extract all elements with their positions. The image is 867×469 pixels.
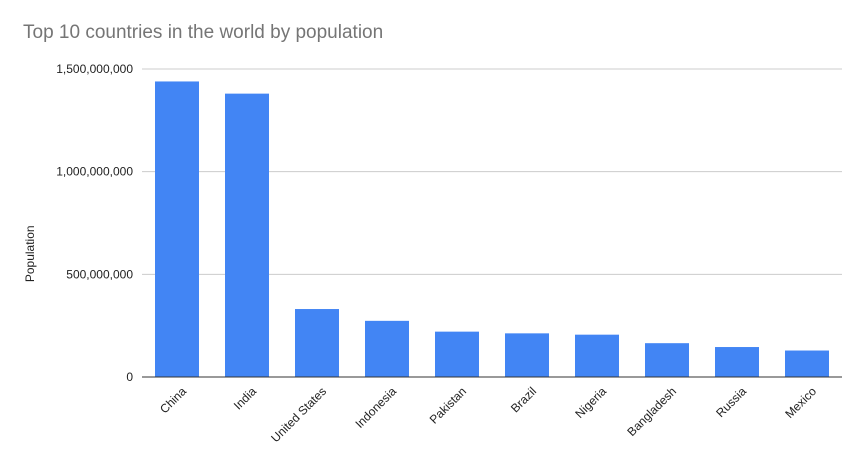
x-tick-label: Bangladesh bbox=[624, 384, 679, 439]
x-tick-label: Nigeria bbox=[572, 384, 609, 421]
x-tick-label: United States bbox=[268, 384, 329, 445]
bar-united-states bbox=[295, 309, 339, 377]
bar-russia bbox=[715, 347, 759, 377]
x-tick-label: Mexico bbox=[782, 384, 819, 421]
bar-bangladesh bbox=[645, 343, 689, 377]
bars bbox=[155, 81, 829, 377]
y-axis-label: Population bbox=[23, 225, 37, 282]
y-tick-label: 0 bbox=[126, 370, 133, 384]
chart-title: Top 10 countries in the world by populat… bbox=[23, 22, 384, 43]
y-axis-tick-labels: 0 500,000,000 1,000,000,000 1,500,000,000 bbox=[56, 62, 133, 384]
y-tick-label: 500,000,000 bbox=[66, 267, 133, 281]
bar-mexico bbox=[785, 350, 829, 377]
x-tick-label: China bbox=[157, 384, 189, 416]
bar-pakistan bbox=[435, 331, 479, 377]
bar-brazil bbox=[505, 333, 549, 377]
x-tick-label: Pakistan bbox=[427, 384, 469, 426]
bar-indonesia bbox=[365, 320, 409, 377]
bar-nigeria bbox=[575, 334, 619, 377]
bar-china bbox=[155, 81, 199, 377]
x-tick-label: Brazil bbox=[508, 384, 539, 415]
x-tick-label: India bbox=[231, 384, 260, 413]
bar-india bbox=[225, 93, 269, 377]
y-tick-label: 1,500,000,000 bbox=[56, 62, 133, 76]
y-tick-label: 1,000,000,000 bbox=[56, 165, 133, 179]
x-axis-tick-labels: China India United States Indonesia Pakistan… bbox=[157, 384, 819, 445]
x-tick-label: Russia bbox=[713, 384, 749, 420]
x-tick-label: Indonesia bbox=[352, 384, 399, 431]
